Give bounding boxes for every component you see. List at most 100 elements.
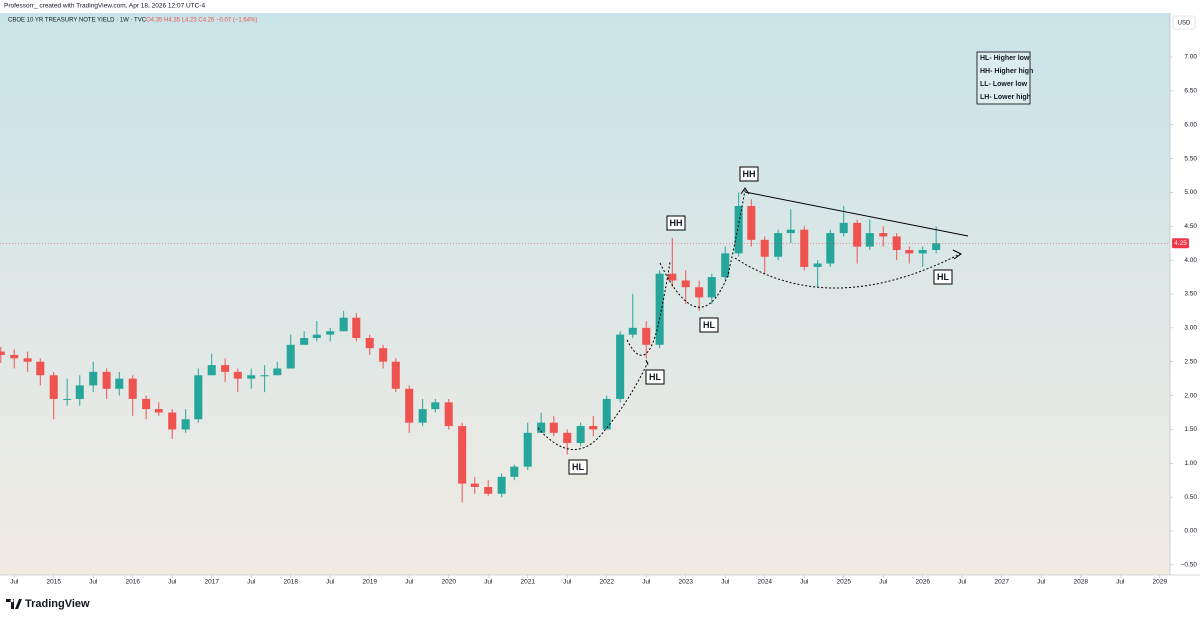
candle-body <box>826 233 835 264</box>
x-tick-label: Jul <box>800 579 809 586</box>
candle-body <box>681 280 690 288</box>
candle-body <box>0 351 5 355</box>
candle-body <box>642 327 651 345</box>
candle-body <box>497 476 506 494</box>
y-tick-label: 2.50 <box>1184 358 1197 365</box>
x-tick-label: Jul <box>958 579 967 586</box>
candle-body <box>458 426 467 484</box>
candle-body <box>879 233 888 237</box>
y-tick-label: 5.50 <box>1184 155 1197 162</box>
y-tick-label: 6.50 <box>1184 88 1197 95</box>
footer: TradingView <box>6 598 90 610</box>
x-tick-label: Jul <box>326 579 335 586</box>
candle-body <box>194 375 203 420</box>
y-tick-label: 0.00 <box>1184 528 1197 535</box>
candle-body <box>391 361 400 389</box>
candle-body <box>655 273 664 345</box>
currency-box[interactable] <box>1172 15 1196 30</box>
annotation: HL <box>649 372 661 382</box>
ohlc: O4.35 H4.35 L4.23 C4.25 −0.07 (−1.64%) <box>146 18 257 24</box>
y-tick-label: 2.00 <box>1184 392 1197 399</box>
candle-body <box>89 371 98 386</box>
last-price-box <box>1172 238 1189 249</box>
price-axis-bg <box>1170 13 1200 575</box>
candle-body <box>405 388 414 423</box>
y-tick-label: 0.50 <box>1184 494 1197 501</box>
y-tick-label: 1.00 <box>1184 460 1197 467</box>
curve <box>734 253 961 289</box>
x-tick-label: 2016 <box>125 579 140 586</box>
curve <box>537 361 649 450</box>
trendline <box>744 191 969 237</box>
x-tick-label: Jul <box>721 579 730 586</box>
arrowheads <box>645 187 962 366</box>
y-tick-label: 5.00 <box>1184 189 1197 196</box>
candle-body <box>221 365 230 372</box>
legend-line: LH- Lower high <box>980 94 1031 101</box>
x-tick-label: Jul <box>405 579 414 586</box>
candle-body <box>865 233 874 247</box>
legend-box <box>976 51 1031 105</box>
candle-body <box>431 402 440 410</box>
annotation-box <box>699 317 719 333</box>
candle-body <box>800 229 809 267</box>
curve <box>626 261 671 356</box>
candle-body <box>813 263 822 267</box>
candle-body <box>470 483 479 487</box>
y-tick-label: 3.00 <box>1184 325 1197 332</box>
candle-body <box>602 398 611 430</box>
annotation: HL <box>937 272 949 282</box>
candle-body <box>154 409 163 413</box>
x-tick-label: Jul <box>168 579 177 586</box>
curve <box>659 189 746 308</box>
candle-body <box>905 249 914 254</box>
candle-body <box>75 385 84 399</box>
candle-body <box>695 287 704 298</box>
candle-body <box>168 412 177 430</box>
annotation: HH <box>670 218 683 228</box>
candle-body <box>286 344 295 369</box>
x-tick-label: 2029 <box>1152 579 1167 586</box>
x-tick-label: Jul <box>563 579 572 586</box>
y-tick-label: 1.50 <box>1184 426 1197 433</box>
annotation-box <box>933 269 953 285</box>
legend-line: HH- Higher high <box>980 68 1033 75</box>
candle-body <box>747 205 756 240</box>
currency[interactable]: USD <box>1178 21 1191 27</box>
y-tick-label: 6.00 <box>1184 121 1197 128</box>
candle-body <box>36 361 45 376</box>
x-tick-label: Jul <box>89 579 98 586</box>
candle-body <box>300 338 309 345</box>
candle-body <box>23 358 32 362</box>
y-tick-label: 7.00 <box>1184 54 1197 61</box>
annotation-box <box>739 166 759 182</box>
x-tick-label: 2028 <box>1073 579 1088 586</box>
credit: Professorr_ created with TradingView.com… <box>4 3 206 10</box>
candle-body <box>233 371 242 379</box>
candle-body <box>142 398 151 410</box>
logo <box>6 599 22 609</box>
candle-body <box>589 426 598 430</box>
candle-body <box>721 253 730 278</box>
x-tick-label: Jul <box>247 579 256 586</box>
candle-body <box>115 378 124 389</box>
x-tick-label: Jul <box>1037 579 1046 586</box>
candle-body <box>523 432 532 467</box>
candle-body <box>326 331 335 335</box>
annotation: HL <box>572 462 584 472</box>
candle-body <box>10 354 19 359</box>
drawings <box>537 187 969 450</box>
last-price-label: 4.25 <box>1174 240 1187 247</box>
candle-body <box>484 486 493 494</box>
x-tick-label: Jul <box>642 579 651 586</box>
y-tick-label: 4.00 <box>1184 257 1197 264</box>
candle-body <box>260 375 269 377</box>
annotation: HH <box>743 169 756 179</box>
x-tick-label: 2020 <box>441 579 456 586</box>
candle-body <box>576 426 585 443</box>
y-tick-label: 3.50 <box>1184 291 1197 298</box>
candle-body <box>379 348 388 362</box>
candle-body <box>760 239 769 257</box>
